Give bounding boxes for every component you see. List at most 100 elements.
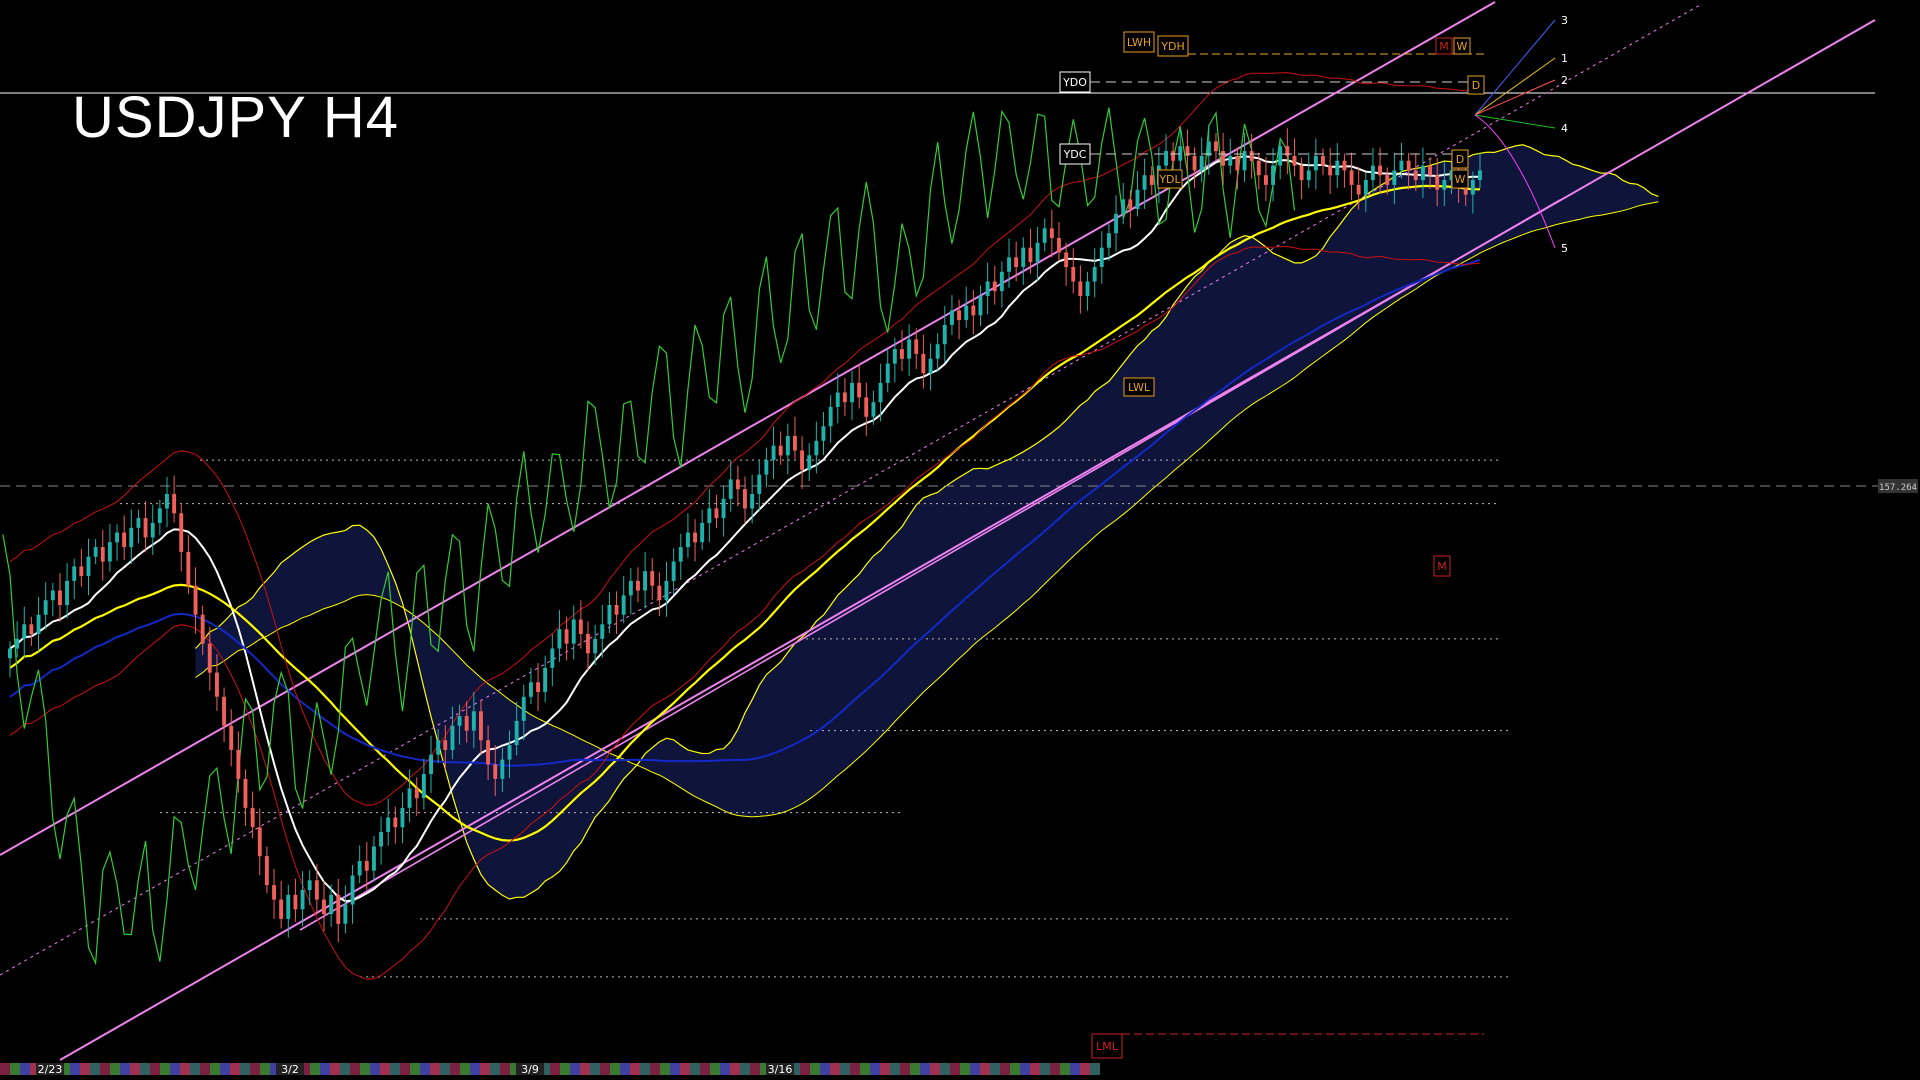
- candle-body: [1235, 155, 1240, 171]
- candle-body: [1299, 165, 1304, 181]
- x-tick-label: 2/23: [38, 1063, 63, 1076]
- d-top-label: D: [1472, 79, 1480, 92]
- candle-body: [714, 508, 719, 519]
- candle-body: [900, 349, 904, 359]
- candle-body: [86, 556, 91, 576]
- axis-strip-cell: [720, 1063, 730, 1075]
- axis-strip-cell: [870, 1063, 880, 1075]
- candle-body: [978, 296, 983, 316]
- candle-body: [814, 440, 819, 456]
- candle-body: [215, 672, 219, 697]
- candle-body: [743, 489, 747, 509]
- candle-body: [942, 324, 947, 345]
- axis-strip-cell: [760, 1063, 770, 1075]
- candle-body: [750, 494, 755, 509]
- axis-strip-cell: [170, 1063, 180, 1075]
- candle-body: [1371, 165, 1375, 181]
- axis-strip-cell: [730, 1063, 740, 1075]
- candle-body: [122, 532, 127, 548]
- candle-body: [414, 788, 419, 799]
- candle-body: [578, 619, 583, 634]
- candle-body: [471, 711, 476, 731]
- candle-body: [1435, 175, 1440, 190]
- axis-strip-cell: [130, 1063, 140, 1075]
- m-top-label-box: [1435, 37, 1453, 55]
- axis-strip-cell: [550, 1063, 560, 1075]
- candle-body: [500, 759, 505, 779]
- candle-body: [950, 310, 954, 325]
- candle-body: [1007, 257, 1011, 272]
- axis-strip-cell: [0, 1063, 10, 1075]
- axis-strip-cell: [60, 1063, 70, 1075]
- candle-body: [264, 856, 269, 886]
- axis-strip-cell: [1080, 1063, 1090, 1075]
- candle-body: [429, 754, 433, 774]
- candle-body: [372, 846, 376, 871]
- candle-body: [1099, 247, 1104, 267]
- axis-strip-cell: [800, 1063, 810, 1075]
- candle-body: [828, 407, 833, 427]
- axis-strip-cell: [920, 1063, 930, 1075]
- axis-strip-cell: [390, 1063, 400, 1075]
- candle-body: [1049, 228, 1054, 238]
- candle-body: [928, 358, 933, 374]
- candle-body: [778, 445, 783, 456]
- axis-strip-cell: [460, 1063, 470, 1075]
- axis-strip-cell: [320, 1063, 330, 1075]
- candle-body: [493, 764, 498, 779]
- candle-body: [1256, 160, 1261, 176]
- current-price-tag: [1878, 479, 1918, 494]
- axis-strip-cell: [940, 1063, 950, 1075]
- candle-body: [1292, 155, 1297, 166]
- candle-body: [50, 590, 55, 601]
- candle-body: [1149, 175, 1154, 185]
- candle-body: [107, 542, 112, 562]
- d-low-label: D: [1456, 153, 1464, 166]
- axis-strip-cell: [660, 1063, 670, 1075]
- candle-body: [1128, 199, 1133, 210]
- axis-strip-cell: [10, 1063, 20, 1075]
- candle-body: [985, 281, 990, 296]
- candle-body: [343, 904, 348, 924]
- axis-strip-cell: [690, 1063, 700, 1075]
- axis-strip-cell: [750, 1063, 760, 1075]
- candle-body: [1378, 165, 1382, 176]
- candle-body: [1085, 281, 1090, 296]
- candle-body: [400, 807, 405, 828]
- w-top-label: W: [1457, 40, 1468, 53]
- candle-body: [336, 894, 341, 924]
- candle-body: [15, 638, 20, 649]
- axis-strip-cell: [310, 1063, 320, 1075]
- candle-body: [1071, 267, 1076, 282]
- candle-body: [1271, 165, 1275, 185]
- candle-body: [1206, 141, 1211, 156]
- axis-strip-cell: [1090, 1063, 1100, 1075]
- candle-body: [686, 532, 690, 548]
- candle-body: [543, 667, 548, 692]
- candle-body: [43, 600, 48, 615]
- axis-strip-cell: [570, 1063, 580, 1075]
- channel-mid: [0, 4, 1701, 976]
- candle-body: [1399, 160, 1404, 171]
- candle-body: [300, 890, 305, 910]
- candle-body: [1413, 170, 1418, 181]
- candle-body: [650, 571, 655, 586]
- axis-strip-cell: [150, 1063, 160, 1075]
- candle-body: [36, 614, 41, 634]
- d-top-label-box: [1467, 75, 1485, 95]
- axis-strip-cell: [930, 1063, 940, 1075]
- w-low-label-box: [1451, 169, 1469, 189]
- candle-body: [386, 817, 391, 832]
- candle-body: [871, 402, 876, 417]
- cloud-fill: [195, 144, 1659, 900]
- candle-body: [1214, 141, 1218, 152]
- candle-body: [1164, 151, 1168, 166]
- candle-body: [571, 619, 576, 644]
- candle-body: [100, 547, 105, 562]
- candle-body: [1285, 146, 1290, 156]
- axis-strip-cell: [830, 1063, 840, 1075]
- axis-strip-cell: [470, 1063, 480, 1075]
- candle-body: [286, 894, 291, 919]
- m-mid-label-box: [1433, 555, 1451, 577]
